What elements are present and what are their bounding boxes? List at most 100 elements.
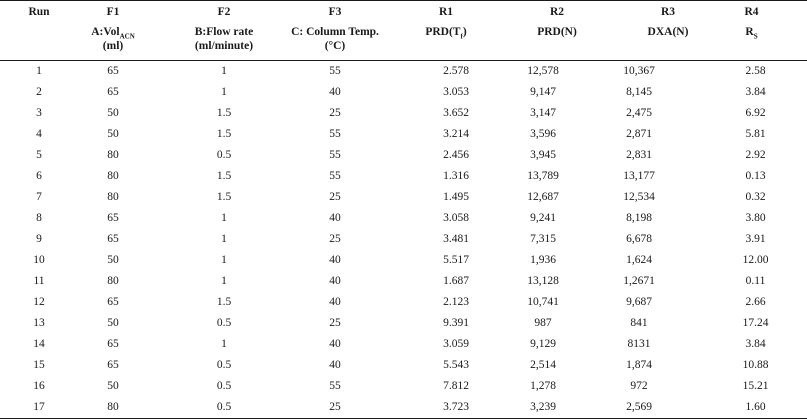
cell-f3: 40 <box>329 359 341 371</box>
cell-f3: 55 <box>329 65 341 77</box>
cell-run: 12 <box>33 296 45 308</box>
header-r1: R1 <box>390 0 502 23</box>
cell-r4: 3.84 <box>745 338 766 350</box>
table-row: 2 65 1 40 3.053 9,147 8,145 3.84 <box>0 82 807 103</box>
cell-r1: 3.652 <box>443 107 469 119</box>
cell-r4: 5.81 <box>745 128 766 140</box>
f1-label-unit: (ml) <box>102 40 124 52</box>
cell-r2: 987 <box>534 317 552 329</box>
header-f3-label: C: Column Temp. (°C) <box>280 23 390 61</box>
cell-f1: 80 <box>107 149 119 161</box>
cell-run: 5 <box>36 149 42 161</box>
cell-r1: 5.517 <box>443 254 469 266</box>
cell-r4: 0.32 <box>745 191 766 203</box>
table-row: 5 80 0.5 55 2.456 3,945 2,831 2.92 <box>0 145 807 166</box>
cell-f3: 25 <box>329 233 341 245</box>
header-r4: R4 <box>724 0 807 23</box>
cell-r3: 2,871 <box>626 128 652 140</box>
header-f1-label: A:VolACN (ml) <box>58 23 168 61</box>
cell-r4: 0.13 <box>745 170 766 182</box>
cell-r1: 2.456 <box>443 149 469 161</box>
f1-label-main: A:Vol <box>91 26 120 38</box>
cell-f3: 25 <box>280 397 390 419</box>
table-body: 1 65 1 55 2.578 12,578 10,367 2.58 2 65 1 40 3.053 9… <box>0 61 807 419</box>
cell-f3: 55 <box>329 128 341 140</box>
cell-r4: 12.00 <box>742 254 769 266</box>
cell-r1: 9.391 <box>443 317 469 329</box>
cell-f1: 65 <box>107 212 119 224</box>
table-row: 17 80 0.5 25 3.723 3,239 2,569 1.60 <box>0 397 807 419</box>
cell-r2: 3,147 <box>530 107 556 119</box>
cell-r4: 2.58 <box>745 65 766 77</box>
f2-label-line1: B:Flow rate <box>194 26 254 38</box>
r1-label-sub: f <box>460 32 463 41</box>
cell-f2: 1 <box>221 254 227 266</box>
cell-r1: 3.059 <box>443 338 469 350</box>
cell-f1: 80 <box>107 191 119 203</box>
cell-r2: 13,128 <box>527 275 559 287</box>
cell-r2: 9,129 <box>530 338 556 350</box>
cell-f3: 40 <box>329 296 341 308</box>
header-f2-label: B:Flow rate (ml/minute) <box>168 23 280 61</box>
header-row-factors: Run F1 F2 F3 R1 R2 R3 R4 <box>0 0 807 23</box>
header-r2: R2 <box>502 0 612 23</box>
header-r3-label: DXA(N) <box>612 23 724 61</box>
table-row: 1 65 1 55 2.578 12,578 10,367 2.58 <box>0 61 807 83</box>
cell-r3: 2,831 <box>626 149 652 161</box>
f1-label-sub: ACN <box>119 32 135 41</box>
cell-run: 3 <box>36 107 42 119</box>
cell-f3: 40 <box>329 254 341 266</box>
cell-f2: 1.5 <box>216 128 232 140</box>
cell-r2: 13,789 <box>527 170 559 182</box>
cell-r3: 2,569 <box>612 397 724 419</box>
cell-r1: 3.214 <box>443 128 469 140</box>
cell-r1: 2.123 <box>443 296 469 308</box>
cell-r2: 9,241 <box>530 212 556 224</box>
table-row: 14 65 1 40 3.059 9,129 8131 3.84 <box>0 334 807 355</box>
cell-f1: 65 <box>107 338 119 350</box>
r4-label-sub: S <box>753 32 758 41</box>
cell-r4: 3.91 <box>745 233 766 245</box>
cell-r3: 10,367 <box>623 65 655 77</box>
table-header: Run F1 F2 F3 R1 R2 R3 R4 A:VolACN (ml) B… <box>0 0 807 61</box>
cell-f2: 1 <box>221 212 227 224</box>
cell-r3: 13,177 <box>623 170 655 182</box>
r1-label-main: PRD(T <box>425 26 461 38</box>
cell-f3: 40 <box>329 212 341 224</box>
cell-r4: 0.11 <box>745 275 766 287</box>
cell-r1: 1.316 <box>443 170 469 182</box>
r3-label: DXA(N) <box>647 26 689 38</box>
cell-r1: 7.812 <box>443 380 469 392</box>
cell-r2: 7,315 <box>530 233 556 245</box>
cell-r4: 10.88 <box>742 359 769 371</box>
f2-label-line2: (ml/minute) <box>194 40 254 52</box>
r4-label-main: R <box>745 26 754 38</box>
header-f3: F3 <box>280 0 390 23</box>
table-row: 16 50 0.5 55 7.812 1,278 972 15.21 <box>0 376 807 397</box>
cell-run: 2 <box>36 86 42 98</box>
cell-f1: 50 <box>107 254 119 266</box>
cell-f3: 40 <box>329 275 341 287</box>
cell-r1: 1.687 <box>443 275 469 287</box>
header-row-labels: A:VolACN (ml) B:Flow rate (ml/minute) C:… <box>0 23 807 61</box>
table-row: 13 50 0.5 25 9.391 987 841 17.24 <box>0 313 807 334</box>
cell-f3: 25 <box>329 317 341 329</box>
cell-r1: 1.495 <box>443 191 469 203</box>
cell-r2: 9,147 <box>530 86 556 98</box>
cell-r2: 1,278 <box>530 380 556 392</box>
cell-r2: 10,741 <box>527 296 559 308</box>
table-row: 8 65 1 40 3.058 9,241 8,198 3.80 <box>0 208 807 229</box>
cell-r2: 3,945 <box>530 149 556 161</box>
cell-f2: 1.5 <box>216 170 232 182</box>
cell-r2: 1,936 <box>530 254 556 266</box>
cell-f3: 40 <box>329 86 341 98</box>
cell-f2: 0.5 <box>168 397 280 419</box>
cell-run: 16 <box>33 380 45 392</box>
cell-r3: 1,2671 <box>623 275 655 287</box>
cell-f1: 80 <box>107 275 119 287</box>
table-row: 10 50 1 40 5.517 1,936 1,624 12.00 <box>0 250 807 271</box>
table-row: 4 50 1.5 55 3.214 3,596 2,871 5.81 <box>0 124 807 145</box>
header-run-blank <box>0 23 58 61</box>
cell-f3: 55 <box>329 170 341 182</box>
cell-run: 14 <box>33 338 45 350</box>
